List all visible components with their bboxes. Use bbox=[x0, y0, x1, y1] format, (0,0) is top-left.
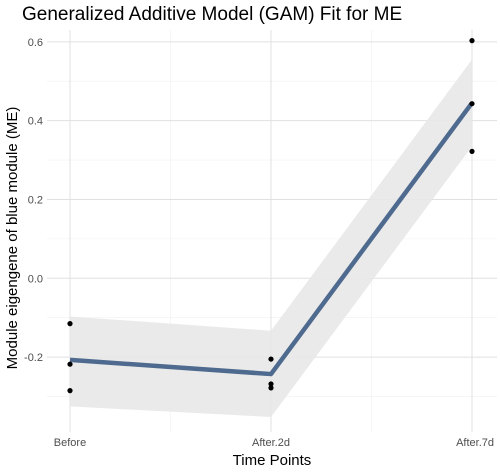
x-tick-label: After.7d bbox=[456, 437, 494, 449]
y-axis-title: Module eigengene of blue module (ME) bbox=[4, 107, 21, 370]
y-tick-label: -0.2 bbox=[24, 352, 43, 364]
y-tick-label: 0.0 bbox=[28, 273, 43, 285]
y-tick-label: 0.4 bbox=[28, 116, 43, 128]
data-points bbox=[67, 38, 475, 394]
data-point bbox=[67, 321, 73, 327]
data-point bbox=[469, 38, 475, 44]
data-point bbox=[67, 388, 73, 394]
y-tick-labels: -0.2 0.0 0.2 0.4 0.6 bbox=[24, 37, 43, 364]
x-tick-labels: Before After.2d After.7d bbox=[54, 437, 494, 449]
data-point bbox=[469, 148, 475, 154]
x-tick-label: After.2d bbox=[252, 437, 290, 449]
y-tick-label: 0.6 bbox=[28, 37, 43, 49]
y-tick-label: 0.2 bbox=[28, 194, 43, 206]
data-point bbox=[469, 101, 475, 107]
data-point bbox=[268, 385, 274, 391]
chart-title: Generalized Additive Model (GAM) Fit for… bbox=[22, 4, 402, 25]
data-point bbox=[268, 356, 274, 362]
data-point bbox=[268, 381, 274, 387]
x-tick-label: Before bbox=[54, 437, 86, 449]
confidence-band bbox=[70, 59, 472, 418]
x-axis-title: Time Points bbox=[233, 452, 312, 469]
gam-fit-line bbox=[69, 101, 474, 377]
data-point bbox=[67, 361, 73, 367]
